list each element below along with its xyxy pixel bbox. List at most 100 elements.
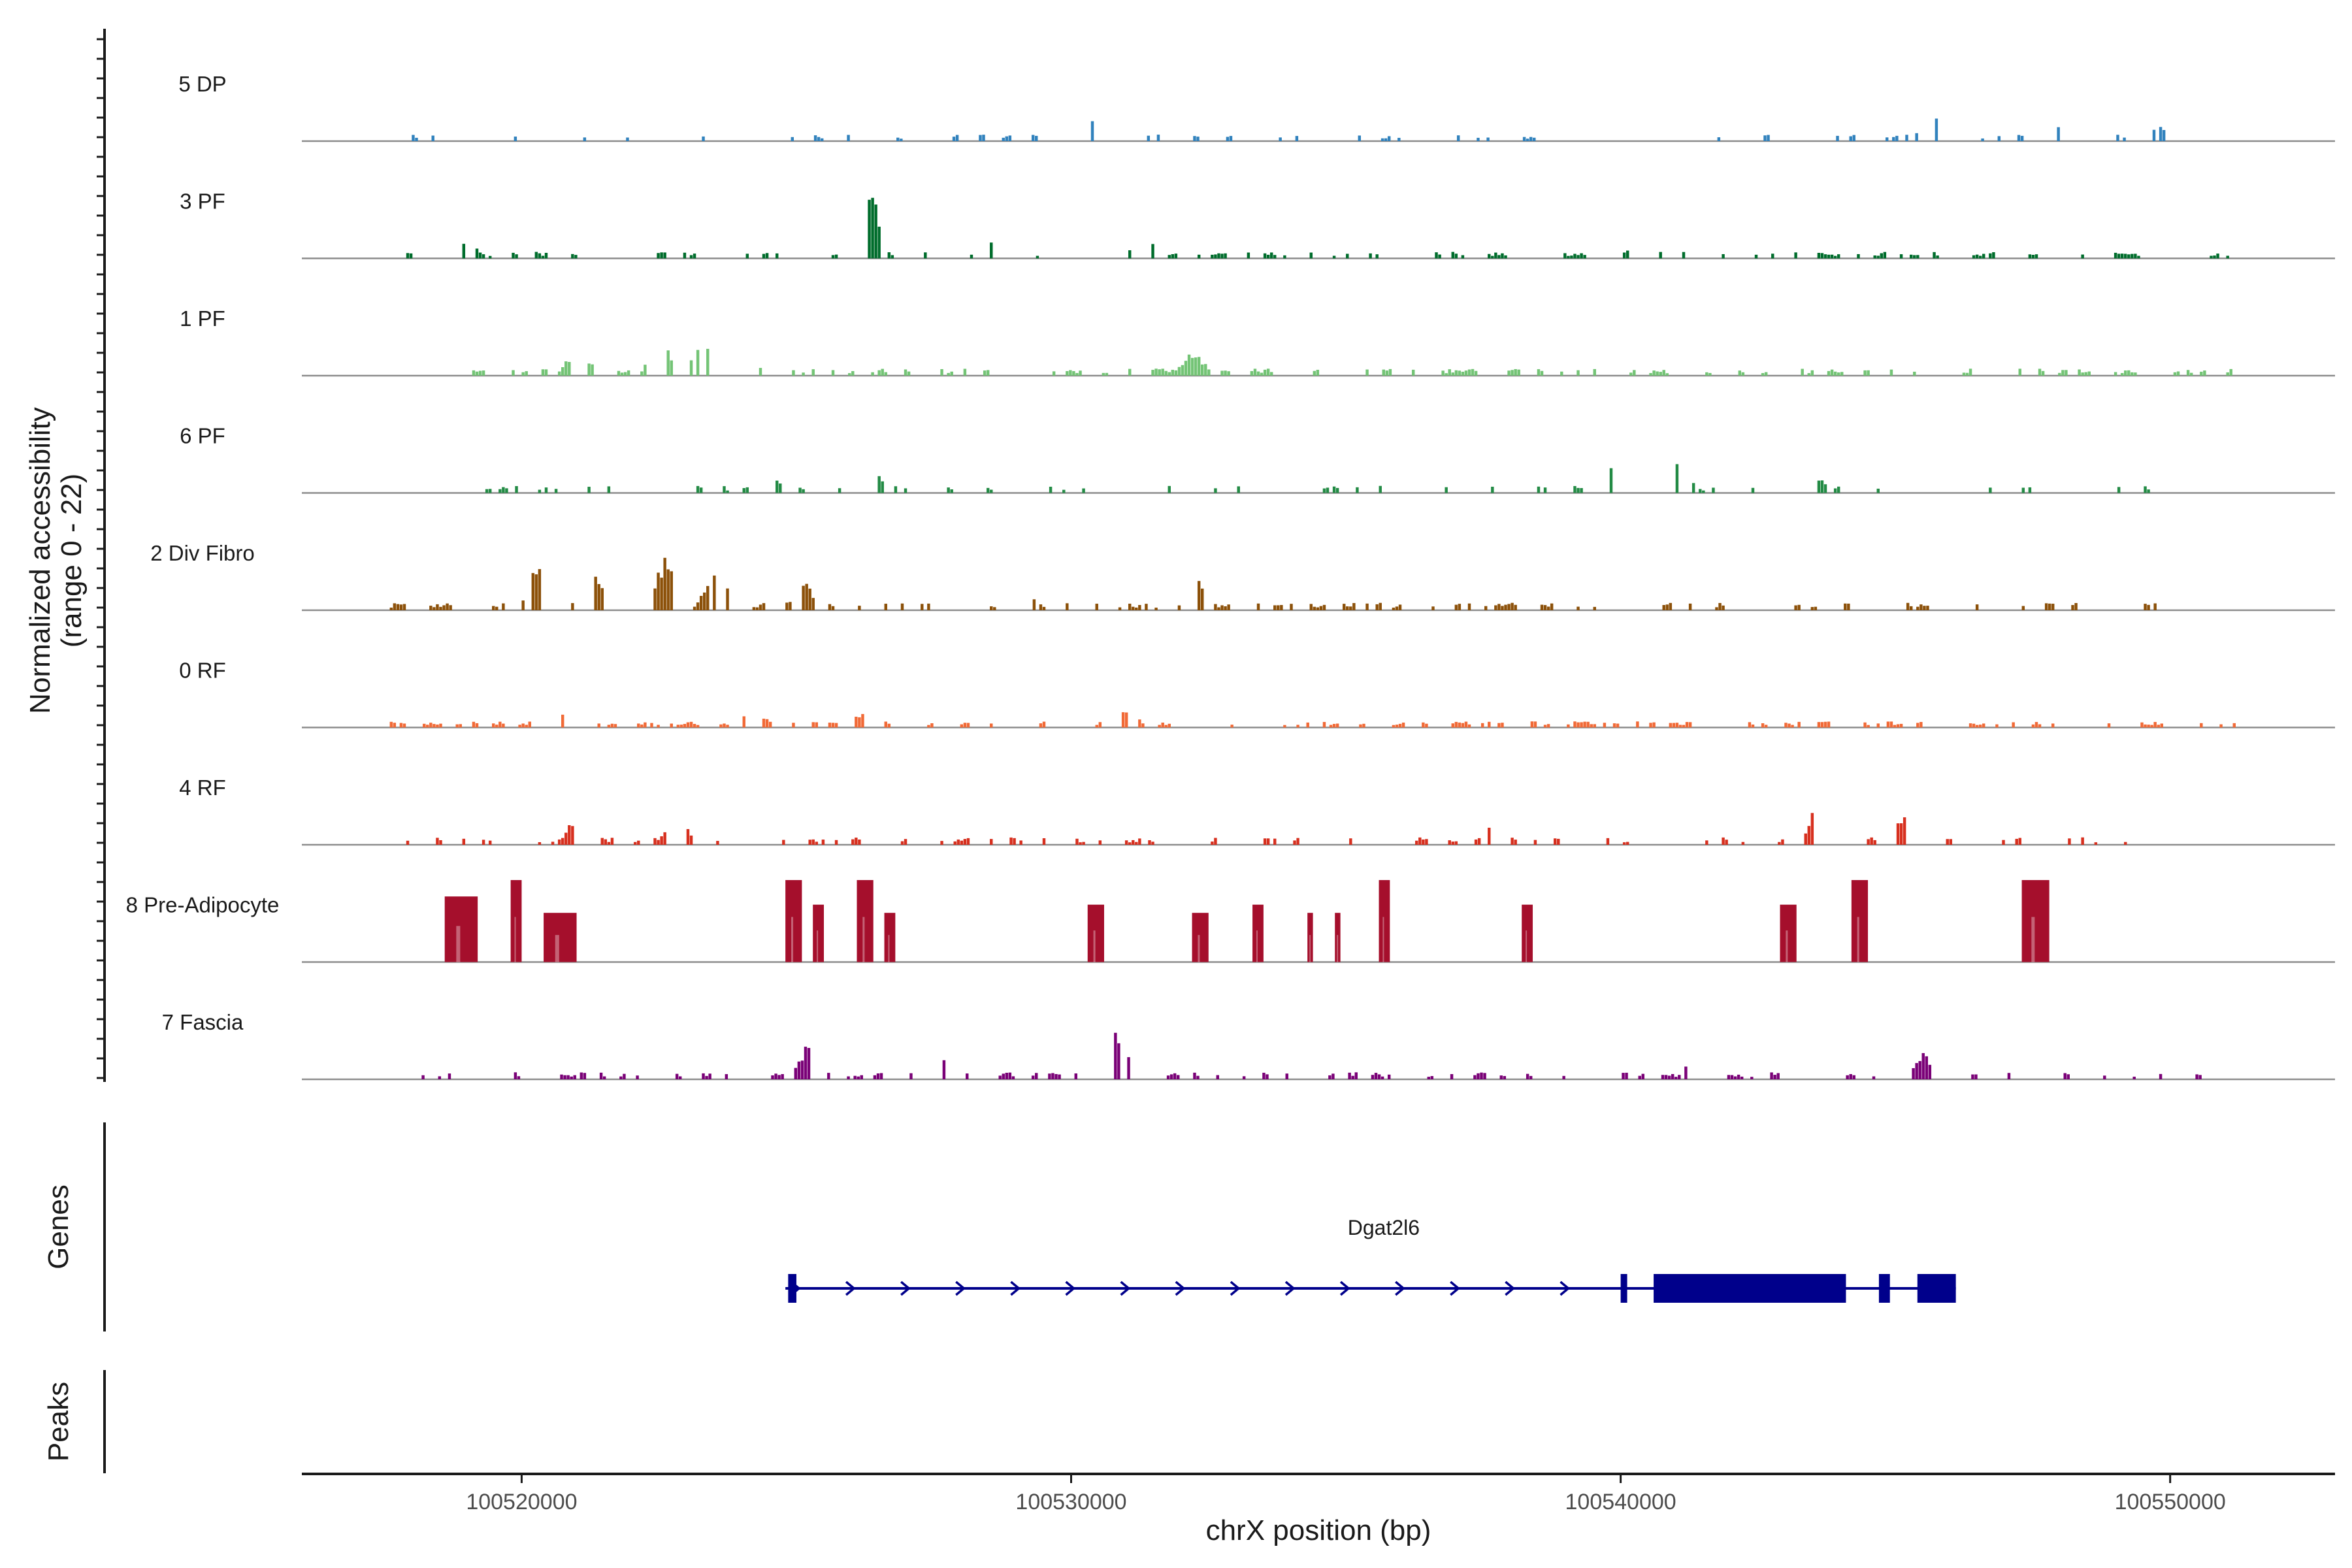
coverage-bin (1995, 724, 1999, 728)
coverage-bin (1371, 1075, 1375, 1079)
coverage-block (544, 913, 577, 962)
coverage-bin (808, 588, 811, 610)
coverage-bin (2114, 372, 2117, 376)
coverage-bin (563, 1075, 566, 1079)
coverage-bin (1982, 253, 1985, 259)
coverage-bin (2007, 1073, 2011, 1079)
coverage-bin (759, 368, 762, 376)
coverage-bin (1190, 357, 1194, 376)
coverage-bin (2173, 372, 2177, 376)
coverage-bin (881, 368, 884, 376)
coverage-bin (1678, 725, 1682, 728)
coverage-bin (2057, 127, 2060, 141)
coverage-bin (488, 255, 492, 259)
coverage-bin (1863, 722, 1867, 728)
coverage-block (1192, 913, 1209, 962)
coverage-bin (838, 488, 841, 493)
coverage-bin (2144, 486, 2147, 493)
coverage-bin (1764, 372, 1768, 376)
coverage-bin (482, 254, 485, 259)
coverage-bin (551, 841, 555, 845)
coverage-bin (1497, 255, 1501, 259)
coverage-bin (1454, 721, 1458, 728)
coverage-bin (660, 836, 663, 845)
coverage-bin (1791, 725, 1794, 728)
coverage-block (884, 913, 896, 962)
coverage-bin (1283, 725, 1286, 728)
coverage-bin (1002, 1073, 1005, 1079)
coverage-bin (1486, 137, 1490, 141)
coverage-bin (762, 719, 766, 728)
coverage-bin (1177, 605, 1181, 610)
coverage-bin (745, 487, 749, 493)
x-tick-label: 100520000 (466, 1490, 577, 1514)
coverage-bin (1296, 725, 1299, 728)
coverage-bin (1641, 1073, 1645, 1079)
coverage-bin (1975, 725, 1979, 728)
coverage-bin (459, 724, 462, 728)
coverage-bin (1147, 135, 1151, 141)
coverage-bin (1511, 838, 1514, 845)
coverage-bin (774, 1073, 777, 1079)
coverage-bin (2176, 371, 2180, 376)
coverage-bin (861, 713, 864, 728)
coverage-bin (670, 360, 673, 376)
coverage-bin (924, 252, 927, 259)
coverage-bin (1702, 490, 1705, 493)
coverage-bin (1807, 373, 1811, 376)
coverage-bin (1132, 840, 1135, 845)
coverage-bin (1873, 840, 1876, 845)
coverage-bin (573, 1075, 576, 1079)
x-axis-title: chrX position (bp) (1206, 1514, 1431, 1546)
coverage-bin (544, 252, 548, 259)
coverage-bin (1989, 487, 1992, 493)
coverage-bin (1375, 604, 1379, 610)
coverage-bin (1576, 606, 1580, 610)
coverage-bin (1989, 253, 1992, 259)
coverage-bin (776, 480, 779, 493)
coverage-bin (1319, 606, 1323, 610)
coverage-bin (1573, 721, 1576, 728)
coverage-bin (663, 252, 666, 259)
coverage-bin (1913, 371, 1916, 376)
coverage-bin (1895, 135, 1899, 141)
coverage-bin (1903, 817, 1906, 845)
coverage-bin (887, 723, 891, 728)
coverage-bin (492, 723, 495, 728)
coverage-bin (742, 488, 745, 493)
coverage-bin (1975, 604, 1979, 610)
coverage-bin (960, 840, 964, 845)
coverage-bin (557, 371, 561, 376)
coverage-bin (1622, 842, 1626, 845)
coverage-bin (2226, 255, 2229, 259)
gene-model-dgat2l6 (785, 1274, 1956, 1303)
gene-exon (1654, 1274, 1846, 1303)
coverage-bin (1730, 1075, 1734, 1079)
coverage-bin (1622, 252, 1626, 259)
coverage-bin (1913, 255, 1916, 259)
coverage-bin (1118, 607, 1122, 610)
coverage-bin (1751, 487, 1755, 493)
coverage-signal (406, 813, 2127, 845)
coverage-bin (1837, 372, 1840, 376)
coverage-bin (1290, 604, 1293, 610)
coverage-bin (1906, 602, 1910, 610)
coverage-bin (1511, 602, 1514, 610)
coverage-bin (1946, 839, 1949, 845)
coverage-bin (884, 721, 887, 728)
coverage-bin (1501, 606, 1504, 610)
coverage-bin (610, 838, 614, 845)
coverage-bin (1925, 1056, 1928, 1079)
coverage-bin (1332, 255, 1336, 259)
coverage-bin (1546, 606, 1550, 610)
coverage-bin (433, 724, 436, 728)
coverage-bin (1467, 724, 1471, 728)
coverage-bin (1008, 1072, 1012, 1079)
coverage-bin (1814, 606, 1818, 610)
coverage-bin (653, 838, 657, 845)
coverage-bin (1154, 368, 1158, 376)
coverage-bin (930, 723, 934, 728)
track-8-pre-adipocyte: 8 Pre-Adipocyte (126, 880, 2335, 963)
coverage-bin (1124, 712, 1128, 728)
coverage-bin (1480, 723, 1484, 728)
